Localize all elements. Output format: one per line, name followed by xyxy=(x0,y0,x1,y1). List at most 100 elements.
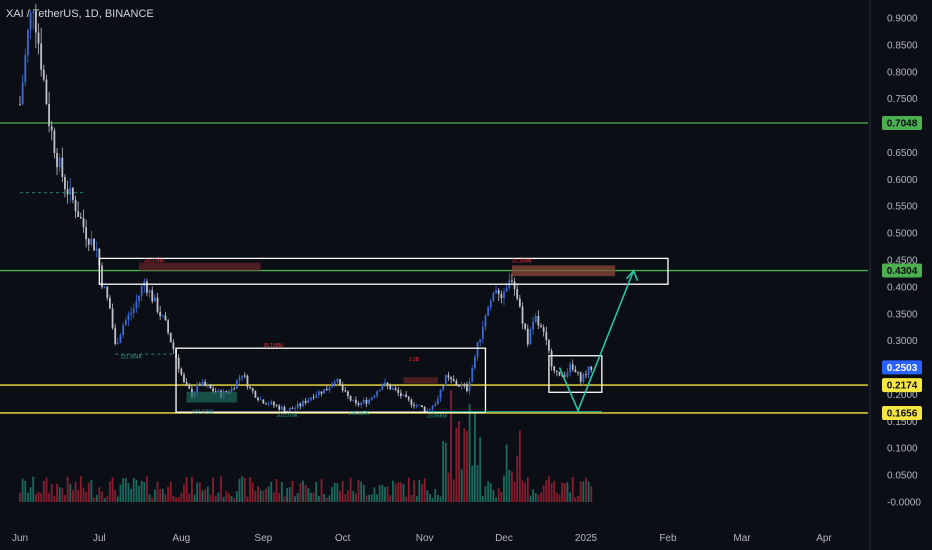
volume-bar xyxy=(34,493,37,502)
volume-bar xyxy=(21,478,24,502)
volume-bar xyxy=(497,488,500,502)
candle-body xyxy=(513,281,516,290)
volume-bar xyxy=(381,484,384,502)
candle-body xyxy=(384,382,386,385)
candle-body xyxy=(64,176,66,190)
candle-body xyxy=(310,397,312,400)
y-tick-label: 0.7500 xyxy=(887,94,918,105)
volume-bar xyxy=(138,485,140,502)
volume-bar xyxy=(489,483,492,502)
volume-bar xyxy=(376,494,378,502)
candle-body xyxy=(577,372,579,374)
candle-body xyxy=(585,374,587,375)
supply-zone xyxy=(403,377,438,384)
volume-bar xyxy=(307,488,310,502)
candle-body xyxy=(407,396,410,400)
volume-bar xyxy=(365,495,368,502)
volume-bar xyxy=(299,482,302,502)
candle-body xyxy=(29,13,32,30)
arrow-head xyxy=(625,269,639,282)
volume-bar xyxy=(481,495,484,502)
volume-bar xyxy=(127,483,130,502)
candle-body xyxy=(230,388,233,393)
volume-bar xyxy=(373,487,376,502)
volume-bar xyxy=(238,478,241,502)
volume-bar xyxy=(466,431,468,502)
candle-body xyxy=(526,328,529,345)
candle-body xyxy=(487,307,490,316)
volume-bar xyxy=(164,494,167,502)
volume-bar xyxy=(27,492,29,502)
candle-body xyxy=(331,383,333,388)
candle-body xyxy=(339,379,341,385)
candle-body xyxy=(146,281,148,293)
volume-bar xyxy=(566,482,569,502)
volume-bar xyxy=(58,487,61,502)
time-axis[interactable]: Jun Jul Aug Sep Oct Nov Dec 2025 Feb Mar Apr xyxy=(12,533,833,544)
volume-bar xyxy=(555,492,558,502)
candle-body xyxy=(61,157,64,177)
price-axis[interactable]: 0.90000.85000.80000.75000.70000.65000.60… xyxy=(882,14,922,509)
candle-body xyxy=(495,290,497,294)
level-badge xyxy=(882,405,922,420)
candle-body xyxy=(95,248,98,251)
candle-body xyxy=(537,316,540,326)
candle-body xyxy=(548,340,550,351)
volume-bar xyxy=(590,486,593,502)
volume-bar xyxy=(37,491,40,502)
candle-body xyxy=(98,248,101,266)
volume-bar xyxy=(188,493,191,502)
volume-bar xyxy=(45,477,48,502)
volume-bar xyxy=(93,497,95,502)
candle-body xyxy=(579,372,582,382)
candle-body xyxy=(109,297,111,309)
candle-body xyxy=(503,291,505,299)
candle-body xyxy=(204,381,207,386)
volume-bar xyxy=(415,495,418,502)
candle-body xyxy=(323,389,326,394)
volume-bar xyxy=(230,495,233,502)
annotations: 34.874M 121.804K 35.158M 1.1B 101.079K 146.28… xyxy=(121,259,532,420)
volume-bar xyxy=(191,476,193,502)
volume-bar xyxy=(235,491,238,502)
volume-bar xyxy=(251,482,254,502)
candle-body xyxy=(101,265,103,288)
annotation-label: 31.109M xyxy=(512,259,531,265)
candle-body xyxy=(452,379,455,382)
candle-body xyxy=(159,312,162,316)
candle-body xyxy=(550,350,553,367)
x-tick-label: Sep xyxy=(254,533,272,544)
volume-bar xyxy=(132,477,135,502)
candle-body xyxy=(542,327,545,332)
candle-body xyxy=(423,406,426,412)
volume-bar xyxy=(429,494,431,502)
candle-body xyxy=(413,404,415,407)
candle-body xyxy=(42,69,45,80)
candle-body xyxy=(574,369,577,373)
volume-bar xyxy=(431,497,434,502)
volume-bar xyxy=(384,486,386,502)
volume-bar xyxy=(246,496,249,502)
candle-body xyxy=(246,375,249,388)
volume-bar xyxy=(101,491,103,502)
candle-body xyxy=(479,339,482,343)
volume-bar xyxy=(341,481,344,502)
volume-bar xyxy=(521,480,524,502)
candle-body xyxy=(434,404,437,406)
volume-bar xyxy=(508,469,511,502)
volume-bar xyxy=(24,480,27,502)
volume-bar xyxy=(532,489,534,502)
volume-bar xyxy=(370,494,373,502)
candle-body xyxy=(362,399,365,403)
candle-body xyxy=(257,397,259,400)
volume-bar xyxy=(362,484,365,502)
x-tick-label: Jun xyxy=(12,533,28,544)
volume-bar xyxy=(473,412,476,502)
volume-bar xyxy=(304,485,307,502)
level-badge-label: 0.2174 xyxy=(887,381,918,392)
volume-bar xyxy=(109,481,111,502)
candle-body xyxy=(87,239,90,245)
candle-body xyxy=(333,381,336,384)
candle-body xyxy=(235,380,238,389)
